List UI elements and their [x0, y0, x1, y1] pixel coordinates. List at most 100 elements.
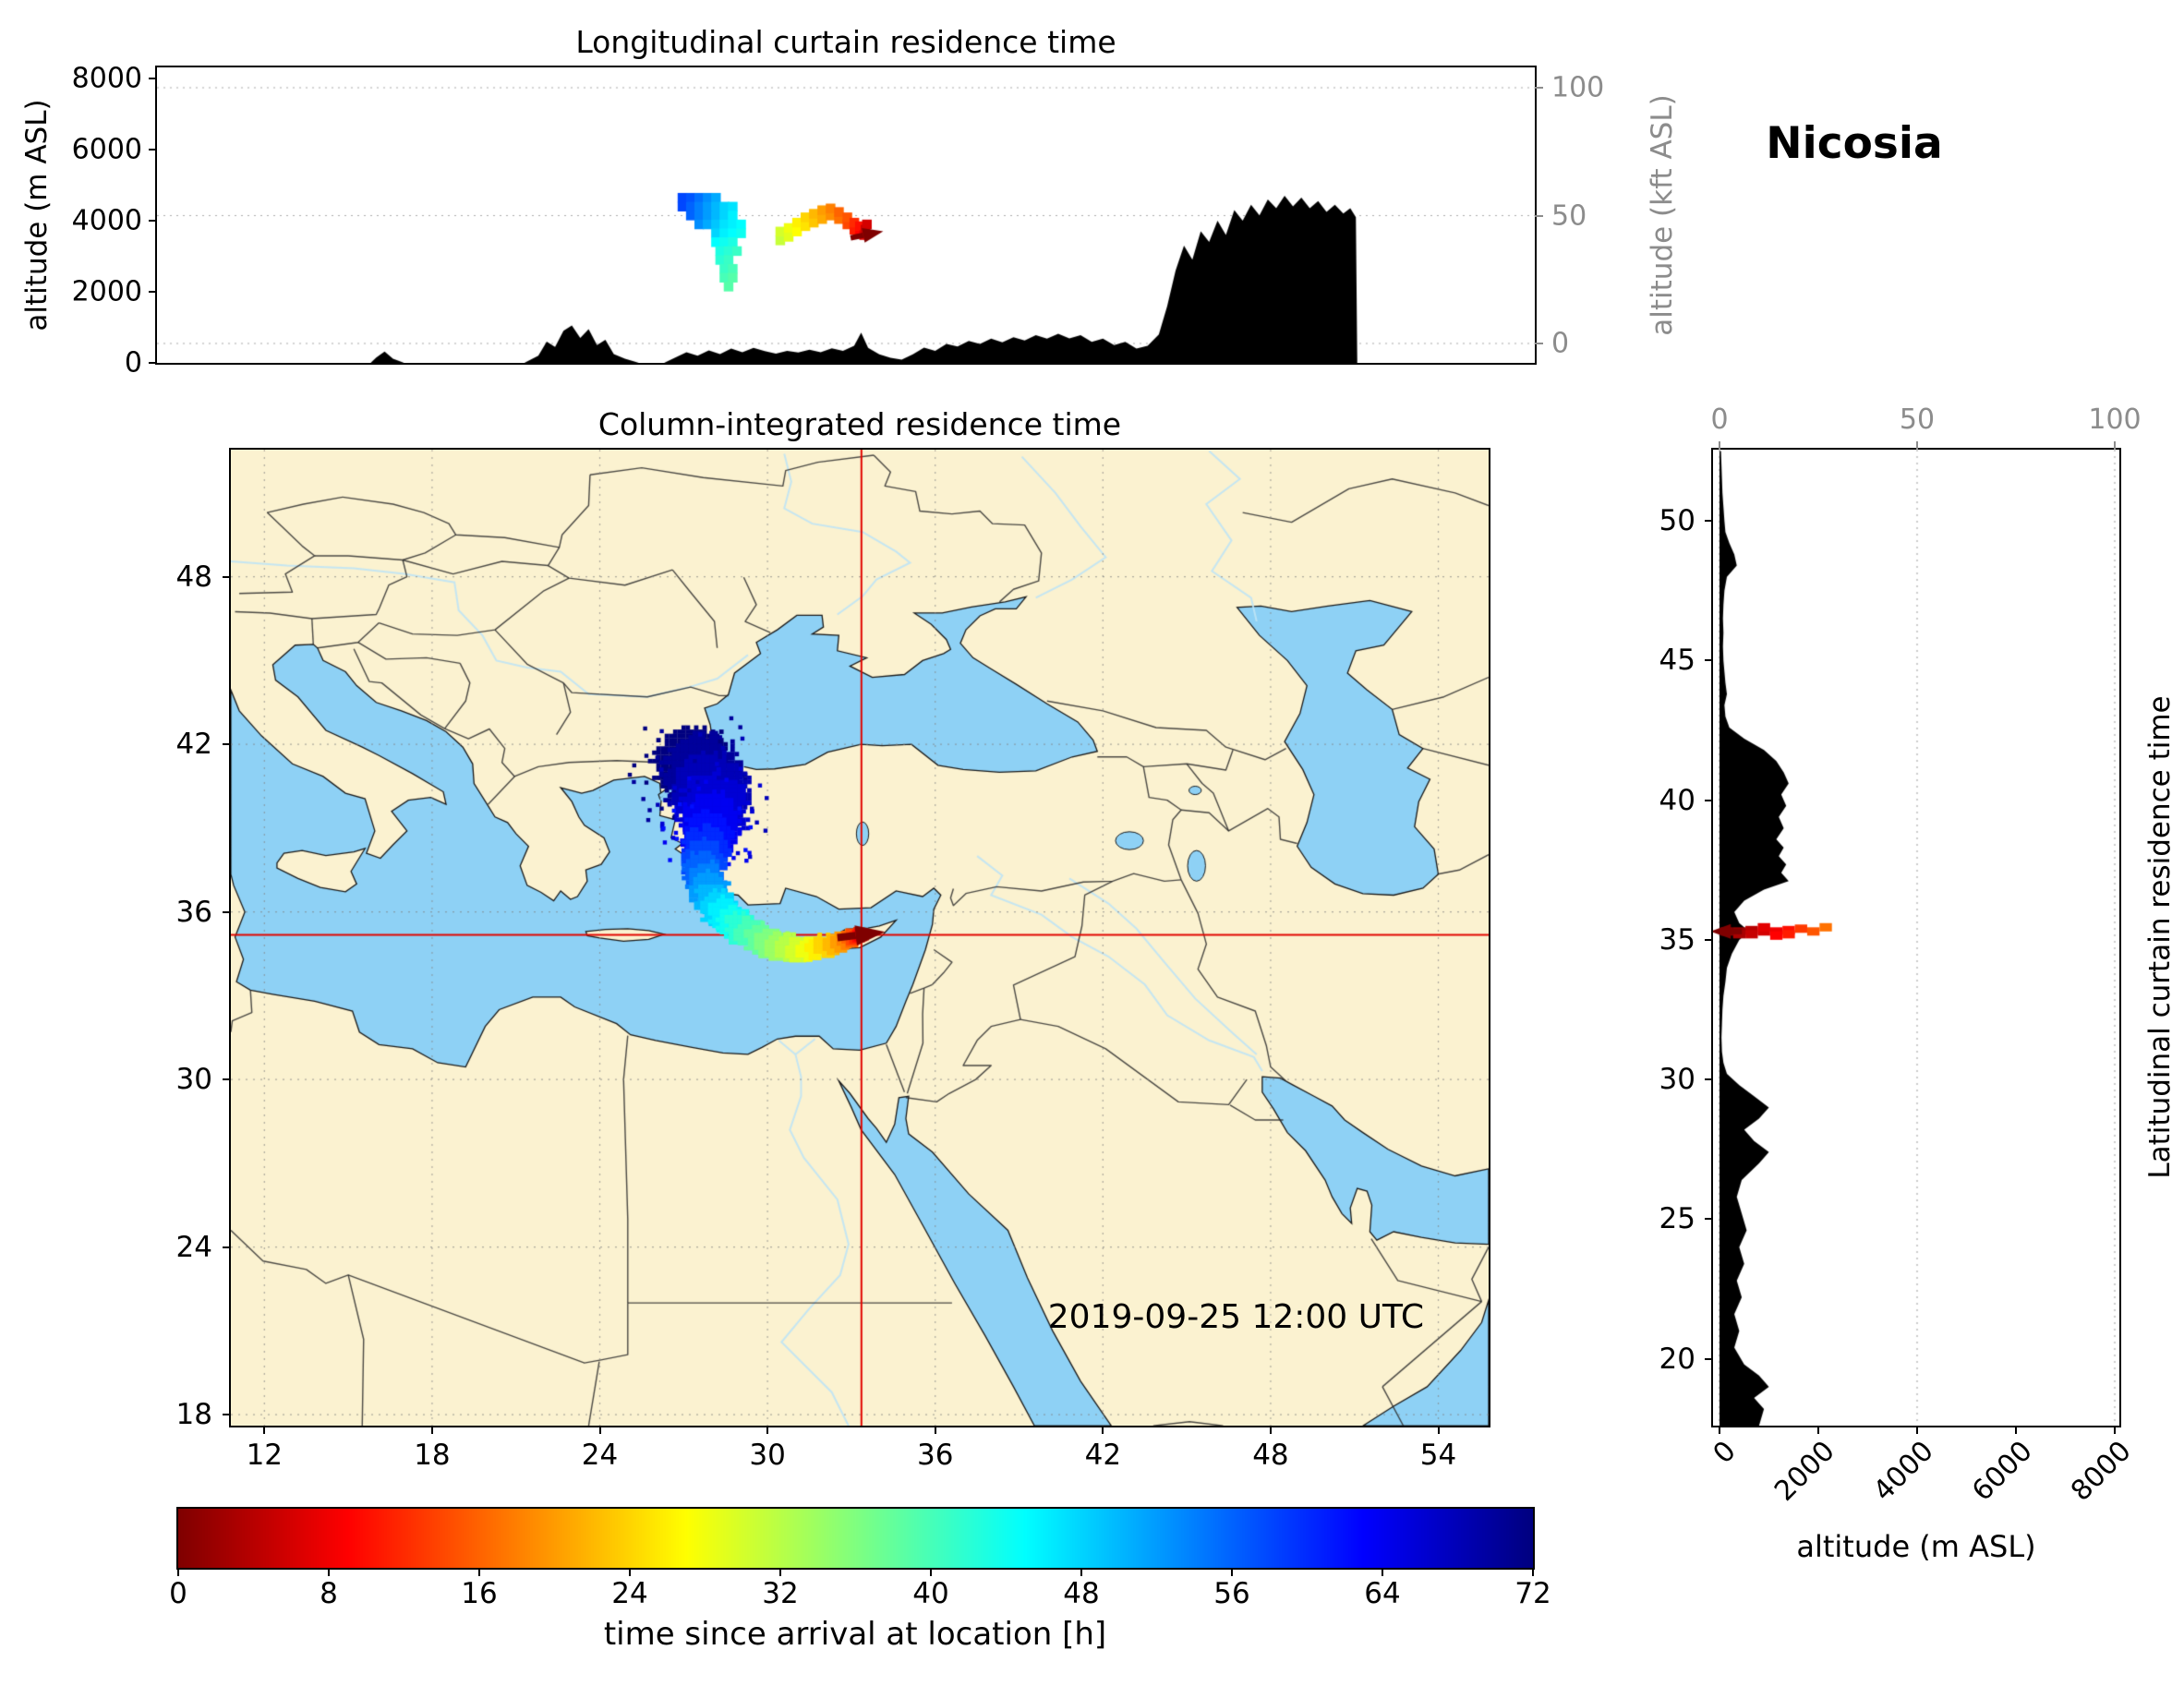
ytick-altitude-m: 2000 — [71, 275, 142, 308]
ytick-altitude-m: 0 — [124, 346, 142, 379]
ytick-latitude-right: 50 — [1659, 504, 1695, 538]
tick-mark — [766, 1426, 769, 1434]
ytick-altitude-m: 4000 — [71, 204, 142, 237]
tick-mark — [149, 220, 157, 222]
tick-mark — [1916, 441, 1918, 450]
tick-mark — [930, 1568, 932, 1576]
ytick-latitude: 42 — [175, 728, 212, 762]
colorbar-tick: 72 — [1514, 1577, 1551, 1610]
ytick-latitude: 30 — [175, 1063, 212, 1097]
tick-mark — [1705, 938, 1713, 941]
ytick-latitude: 36 — [175, 895, 212, 929]
xtick-altitude-kft: 0 — [1710, 403, 1729, 436]
tick-mark — [263, 1426, 266, 1434]
colorbar-tick: 32 — [762, 1577, 799, 1610]
tick-mark — [149, 149, 157, 151]
tick-mark — [2114, 441, 2116, 450]
colorbar-label: time since arrival at location [h] — [603, 1616, 1107, 1653]
xtick-longitude: 54 — [1419, 1439, 1457, 1472]
tick-mark — [223, 575, 231, 578]
colorbar-tick: 24 — [611, 1577, 648, 1610]
tick-mark — [1705, 659, 1713, 662]
tick-mark — [1705, 799, 1713, 801]
tick-mark — [223, 1246, 231, 1248]
xtick-longitude: 42 — [1084, 1439, 1122, 1472]
ytick-latitude: 18 — [175, 1398, 212, 1432]
xtick-longitude: 48 — [1252, 1439, 1289, 1472]
xtick-longitude: 18 — [414, 1439, 451, 1472]
tick-mark — [1916, 1426, 1918, 1434]
tick-mark — [1437, 1426, 1440, 1434]
latitudinal-ylabel: Latitudinal curtain residence time — [2143, 695, 2177, 1179]
xtick-altitude-kft: 100 — [2088, 403, 2142, 436]
tick-mark — [149, 291, 157, 293]
tick-mark — [1817, 1426, 1819, 1434]
tick-mark — [1382, 1568, 1383, 1576]
tick-mark — [1102, 1426, 1104, 1434]
tick-mark — [1719, 1426, 1720, 1434]
tick-mark — [223, 743, 231, 746]
colorbar-gradient — [178, 1509, 1533, 1568]
ytick-latitude: 24 — [175, 1230, 212, 1264]
tick-mark — [598, 1426, 601, 1434]
xtick-altitude-kft: 50 — [1899, 403, 1936, 436]
ytick-altitude-kft: 50 — [1551, 199, 1587, 232]
ytick-altitude-kft: 0 — [1551, 327, 1570, 360]
tick-mark — [1535, 87, 1543, 89]
colorbar-tick: 64 — [1364, 1577, 1401, 1610]
tick-mark — [1705, 1357, 1713, 1360]
tick-mark — [1535, 214, 1543, 217]
tick-mark — [1532, 1568, 1534, 1576]
tick-mark — [328, 1568, 330, 1576]
tick-mark — [223, 910, 231, 913]
tick-mark — [149, 362, 157, 364]
xtick-longitude: 12 — [246, 1439, 284, 1472]
tick-mark — [1269, 1426, 1272, 1434]
map-panel-title: Column-integrated residence time — [597, 406, 1122, 442]
tick-mark — [1719, 441, 1720, 450]
colorbar-tick: 56 — [1213, 1577, 1250, 1610]
xtick-longitude: 36 — [916, 1439, 954, 1472]
ytick-latitude-right: 20 — [1659, 1342, 1695, 1376]
tick-mark — [478, 1568, 480, 1576]
ytick-latitude: 48 — [175, 560, 212, 594]
longitudinal-panel-title: Longitudinal curtain residence time — [575, 24, 1116, 60]
tick-mark — [1080, 1568, 1082, 1576]
xtick-longitude: 30 — [749, 1439, 786, 1472]
colorbar-tick: 0 — [169, 1577, 187, 1610]
tick-mark — [223, 1078, 231, 1081]
tick-mark — [223, 1414, 231, 1416]
ytick-latitude-right: 35 — [1659, 922, 1695, 957]
tick-mark — [1231, 1568, 1233, 1576]
map-datetime-label: 2019-09-25 12:00 UTC — [1047, 1298, 1424, 1336]
colorbar-tick: 8 — [320, 1577, 338, 1610]
colorbar-tick: 16 — [461, 1577, 498, 1610]
tick-mark — [2015, 1426, 2017, 1434]
tick-mark — [1705, 1078, 1713, 1081]
tick-mark — [177, 1568, 179, 1576]
longitudinal-curtain-plot — [157, 67, 1535, 363]
longitudinal-ylabel-right: altitude (kft ASL) — [1646, 94, 1679, 336]
tick-mark — [934, 1426, 936, 1434]
tick-mark — [629, 1568, 631, 1576]
colorbar-tick: 40 — [912, 1577, 949, 1610]
ytick-latitude-right: 40 — [1659, 783, 1695, 817]
ytick-altitude-m: 8000 — [71, 62, 142, 95]
latitudinal-curtain-plot — [1713, 450, 2119, 1426]
ytick-latitude-right: 45 — [1659, 644, 1695, 678]
tick-mark — [149, 78, 157, 79]
xtick-longitude: 24 — [581, 1439, 619, 1472]
ytick-altitude-m: 6000 — [71, 133, 142, 166]
tick-mark — [2114, 1426, 2116, 1434]
longitudinal-ylabel-left: altitude (m ASL) — [20, 99, 54, 331]
ytick-latitude-right: 25 — [1659, 1202, 1695, 1236]
colorbar-tick: 48 — [1063, 1577, 1100, 1610]
latitudinal-xlabel: altitude (m ASL) — [1796, 1529, 2036, 1564]
tick-mark — [1705, 520, 1713, 523]
tick-mark — [779, 1568, 781, 1576]
location-title: Nicosia — [1766, 118, 1943, 169]
tick-mark — [1705, 1218, 1713, 1221]
ytick-latitude-right: 30 — [1659, 1063, 1695, 1097]
tick-mark — [430, 1426, 433, 1434]
